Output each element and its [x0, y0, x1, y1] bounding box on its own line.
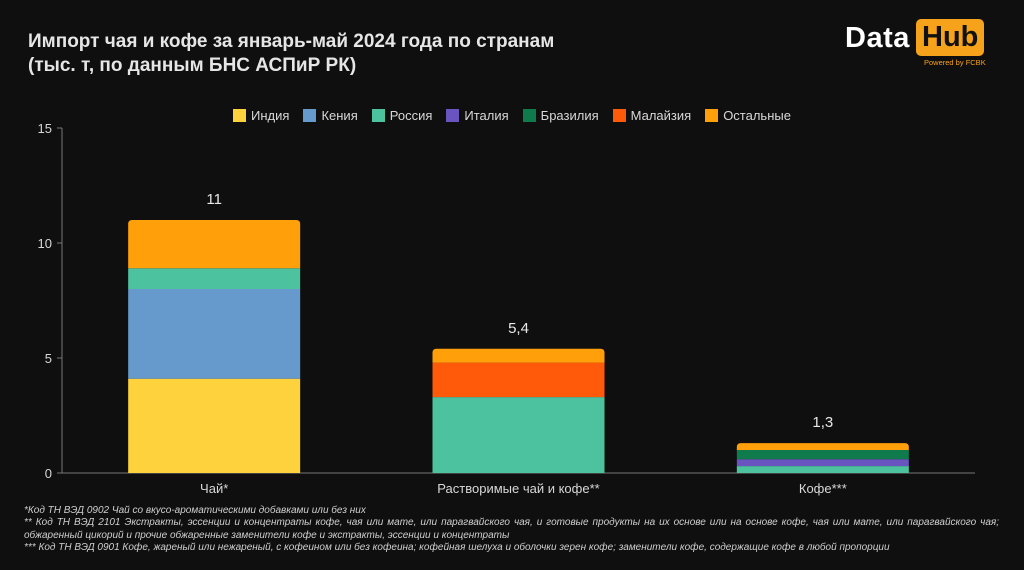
bar-segment — [128, 289, 301, 379]
y-tick-label: 5 — [45, 351, 52, 366]
legend-item-0: Индия — [233, 108, 289, 123]
legend-label: Остальные — [723, 108, 791, 123]
chart-legend: Индия Кения Россия Италия Бразилия Малайзия Ос… — [0, 108, 1024, 123]
chart-title-line1: Импорт чая и кофе за январь-май 2024 год… — [28, 31, 555, 52]
bar-segment — [128, 268, 301, 289]
legend-swatch — [612, 109, 626, 122]
logo-data-text: Data — [845, 22, 910, 54]
bar-segment — [736, 450, 909, 460]
legend-swatch — [233, 109, 247, 122]
footnote-3: *** Код ТН ВЭД 0901 Кофе, жареный или не… — [24, 542, 890, 554]
legend-swatch — [705, 109, 719, 122]
legend-label: Бразилия — [540, 108, 599, 123]
bar-segment — [736, 459, 909, 467]
legend-label: Россия — [389, 108, 433, 123]
legend-item-1: Кения — [303, 108, 358, 123]
legend-item-6: Остальные — [705, 108, 791, 123]
category-label: Чай* — [200, 481, 228, 496]
legend-item-5: Малайзия — [612, 108, 692, 123]
bar-segment — [432, 348, 605, 363]
legend-item-2: Россия — [371, 108, 433, 123]
legend-swatch — [446, 109, 460, 122]
y-tick-label: 15 — [38, 121, 52, 136]
bar-segment — [736, 443, 909, 450]
chart-title-line2: (тыс. т, по данным БНС АСПиР РК) — [28, 55, 357, 76]
bar-segment — [736, 466, 909, 473]
legend-item-4: Бразилия — [522, 108, 599, 123]
category-label: Растворимые чай и кофе** — [437, 481, 599, 496]
chart-title: Импорт чая и кофе за январь-май 2024 год… — [28, 30, 554, 78]
bar-segment — [432, 362, 605, 398]
legend-label: Малайзия — [630, 108, 692, 123]
footnote-1: *Код ТН ВЭД 0902 Чай со вкусо-ароматичес… — [24, 505, 366, 516]
legend-item-3: Италия — [446, 108, 509, 123]
footnotes: *Код ТН ВЭД 0902 Чай со вкусо-ароматичес… — [24, 505, 999, 555]
legend-swatch — [371, 109, 385, 122]
bar-segment — [128, 220, 301, 269]
bar-segment — [128, 378, 301, 473]
total-label: 1,3 — [812, 414, 833, 431]
legend-label: Индия — [251, 108, 290, 123]
y-tick-label: 0 — [45, 466, 52, 481]
datahub-logo: Data Hub Powered by FCBK — [840, 10, 1000, 68]
legend-swatch — [303, 109, 317, 122]
legend-label: Кения — [321, 108, 358, 123]
footnote-2: ** Код ТН ВЭД 2101 Экстракты, эссенции и… — [24, 517, 999, 541]
legend-swatch — [522, 109, 536, 122]
logo-hub-text: Hub — [916, 19, 985, 56]
bar-segment — [432, 397, 605, 473]
logo-powered-text: Powered by FCBK — [924, 58, 986, 67]
category-label: Кофе*** — [799, 481, 847, 496]
total-label: 11 — [206, 191, 222, 208]
legend-label: Италия — [464, 108, 509, 123]
y-tick-label: 10 — [38, 236, 52, 251]
total-label: 5,4 — [508, 320, 529, 337]
